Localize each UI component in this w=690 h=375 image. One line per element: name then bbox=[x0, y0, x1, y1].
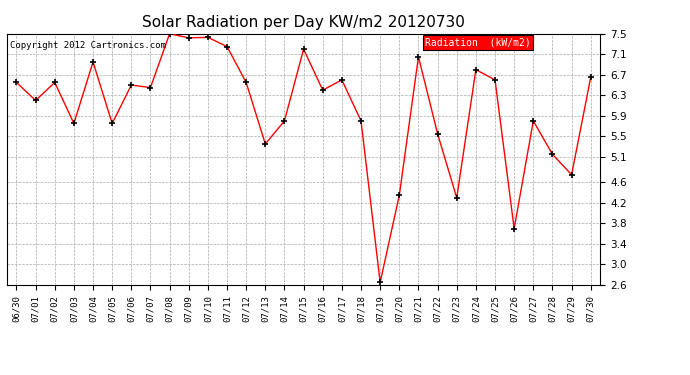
Text: Copyright 2012 Cartronics.com: Copyright 2012 Cartronics.com bbox=[10, 41, 166, 50]
Text: Radiation  (kW/m2): Radiation (kW/m2) bbox=[425, 38, 531, 48]
Title: Solar Radiation per Day KW/m2 20120730: Solar Radiation per Day KW/m2 20120730 bbox=[142, 15, 465, 30]
